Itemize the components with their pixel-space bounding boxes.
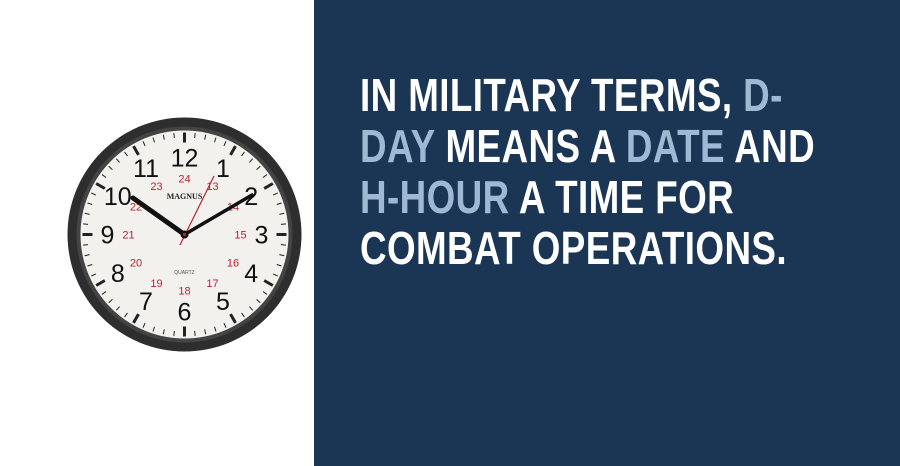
hour-number: 3 xyxy=(255,222,269,250)
highlight-d: D- xyxy=(743,69,783,121)
movement-label: QUARTZ xyxy=(174,270,194,276)
hour-number: 4 xyxy=(244,260,258,288)
minute-hand xyxy=(182,193,254,237)
minute-tick xyxy=(249,158,254,163)
hour24-number: 19 xyxy=(150,278,162,290)
minute-tick xyxy=(241,151,245,157)
hour-tick xyxy=(263,279,274,287)
minute-tick xyxy=(194,133,196,139)
minute-tick xyxy=(108,299,113,304)
minute-tick xyxy=(223,141,227,147)
hour24-number: 21 xyxy=(122,230,134,242)
hour-number: 9 xyxy=(101,222,115,250)
highlight-date: DATE xyxy=(625,120,725,172)
hour24-number: 18 xyxy=(178,286,190,298)
minute-tick xyxy=(204,329,207,335)
highlight-day: DAY xyxy=(360,120,435,172)
hour-tick xyxy=(132,145,140,156)
minute-tick xyxy=(87,202,93,206)
minute-tick xyxy=(152,137,156,143)
minute-tick xyxy=(83,223,89,225)
hour24-number: 23 xyxy=(150,181,162,193)
minute-tick xyxy=(276,263,282,267)
minute-tick xyxy=(108,165,113,170)
hour-tick xyxy=(229,145,237,156)
minute-tick xyxy=(115,306,120,311)
minute-tick xyxy=(84,212,90,215)
fact-text: IN MILITARY TERMS, D- DAY MEANS A DATE A… xyxy=(360,69,816,274)
minute-tick xyxy=(279,212,285,215)
minute-tick xyxy=(101,174,107,178)
minute-tick xyxy=(91,192,97,196)
minute-tick xyxy=(280,223,286,225)
highlight-h-hour: H-HOUR xyxy=(360,171,510,223)
hour24-numbers: 241314151617181920212223 xyxy=(122,174,246,298)
brand-logo: MAGNUS xyxy=(167,192,203,201)
minute-tick xyxy=(101,291,107,295)
hour24-number: 16 xyxy=(227,258,239,270)
minute-tick xyxy=(249,306,254,311)
fact-line-1: IN MILITARY TERMS, D- xyxy=(360,69,783,121)
minute-tick xyxy=(84,254,90,257)
hour-tick xyxy=(95,182,106,190)
hour-tick xyxy=(263,182,274,190)
minute-tick xyxy=(213,137,217,143)
hour24-number: 17 xyxy=(206,278,218,290)
minute-tick xyxy=(124,312,128,318)
hour-number: 8 xyxy=(111,260,125,288)
minute-tick xyxy=(262,174,268,178)
minute-tick xyxy=(256,165,261,170)
minute-tick xyxy=(83,244,89,246)
hour-number: 5 xyxy=(216,288,230,316)
fact-line-3: H-HOUR A TIME FOR xyxy=(360,171,735,223)
hour-number: 11 xyxy=(133,155,159,183)
hour-number: 7 xyxy=(139,288,153,316)
minute-tick xyxy=(173,133,175,139)
minute-tick xyxy=(124,151,128,157)
minute-tick xyxy=(162,134,165,140)
wall-clock-image: 121234567891011 241314151617181920212223… xyxy=(67,117,302,352)
hour24-number: 15 xyxy=(234,230,246,242)
hour-tick xyxy=(229,313,237,324)
minute-tick xyxy=(194,330,196,336)
minute-tick xyxy=(262,291,268,295)
minute-ticks xyxy=(82,132,287,337)
minute-tick xyxy=(213,326,217,332)
hour-number: 1 xyxy=(216,155,230,183)
minute-tick xyxy=(223,322,227,328)
minute-tick xyxy=(162,329,165,335)
fact-line-4: COMBAT OPERATIONS. xyxy=(360,222,787,274)
minute-tick xyxy=(272,192,278,196)
hand-hub-cap xyxy=(182,232,187,237)
hour-number: 12 xyxy=(171,145,199,173)
minute-tick xyxy=(280,244,286,246)
hour-tick xyxy=(132,313,140,324)
minute-tick xyxy=(152,326,156,332)
minute-tick xyxy=(241,312,245,318)
image-panel: 121234567891011 241314151617181920212223… xyxy=(0,0,314,466)
minute-tick xyxy=(276,202,282,206)
hour-numbers: 121234567891011 xyxy=(101,145,269,327)
fact-line-2: DAY MEANS A DATE AND xyxy=(360,120,816,172)
hour24-number: 20 xyxy=(130,258,142,270)
hour-number: 6 xyxy=(178,299,192,327)
hour-tick xyxy=(95,279,106,287)
hour-hand xyxy=(130,195,187,237)
hour24-number: 24 xyxy=(178,174,190,186)
minute-tick xyxy=(204,134,207,140)
minute-tick xyxy=(91,273,97,277)
text-panel xyxy=(314,0,900,466)
minute-tick xyxy=(87,263,93,267)
hour-number: 10 xyxy=(104,183,132,211)
minute-tick xyxy=(142,322,146,328)
minute-tick xyxy=(115,158,120,163)
minute-tick xyxy=(173,330,175,336)
minute-tick xyxy=(279,254,285,257)
minute-tick xyxy=(142,141,146,147)
minute-tick xyxy=(272,273,278,277)
minute-tick xyxy=(256,299,261,304)
